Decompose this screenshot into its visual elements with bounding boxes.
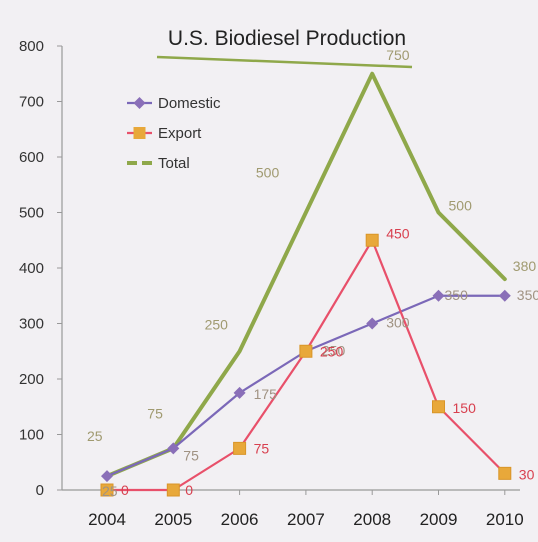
total-data-label: 25 [87, 428, 103, 444]
domestic-data-label: 25 [102, 483, 118, 499]
export-data-label: 75 [254, 440, 270, 456]
export-data-label: 0 [121, 482, 129, 498]
legend-label-export: Export [158, 125, 202, 142]
y-tick-label: 600 [19, 149, 44, 166]
axes: 0 100 200 300 400 500 600 700 800 2004 2005 2006 200… [19, 38, 524, 529]
y-tick-label: 800 [19, 38, 44, 55]
domestic-data-label: 75 [183, 447, 199, 463]
x-tick-label: 2008 [353, 510, 391, 529]
export-point [100, 483, 114, 497]
total-data-label: 750 [386, 47, 410, 63]
domestic-data-label: 350 [445, 287, 469, 303]
export-point [299, 344, 313, 358]
domestic-data-label: 300 [386, 315, 410, 331]
total-data-label: 500 [256, 165, 280, 181]
x-tick-label: 2010 [486, 510, 524, 529]
export-data-label: 0 [185, 482, 193, 498]
x-tick-label: 2004 [88, 510, 126, 529]
y-tick-label: 400 [19, 260, 44, 277]
domestic-data-label: 250 [322, 342, 346, 358]
export-data-label: 30 [519, 466, 535, 482]
y-tick-label: 0 [36, 482, 44, 499]
legend-swatch-marker [133, 97, 146, 109]
export-point [233, 441, 247, 455]
legend-swatch-marker [133, 127, 146, 139]
y-tick-label: 700 [19, 94, 44, 111]
x-tick-label: 2006 [221, 510, 259, 529]
total-data-label: 250 [205, 316, 229, 332]
x-tick-label: 2005 [154, 510, 192, 529]
total-data-label: 380 [513, 258, 537, 274]
domestic-point [101, 470, 113, 483]
title-underline [156, 55, 413, 69]
legend-label-total: Total [158, 155, 190, 172]
x-tick-label: 2009 [420, 510, 458, 529]
x-tick-label: 2007 [287, 510, 325, 529]
total-data-label: 500 [449, 198, 473, 214]
y-tick-label: 100 [19, 427, 44, 444]
y-tick-label: 300 [19, 316, 44, 333]
domestic-point [366, 317, 379, 330]
export-point [432, 400, 445, 414]
domestic-point [498, 289, 511, 302]
export-data-label: 150 [453, 400, 477, 416]
export-point [166, 483, 180, 497]
y-tick-label: 500 [19, 205, 44, 222]
y-tick-label: 200 [19, 371, 44, 388]
total-data-label: 75 [147, 405, 163, 421]
legend: Domestic Export Total [127, 95, 221, 172]
domestic-data-label: 175 [254, 386, 278, 402]
export-data-label: 450 [386, 225, 410, 241]
domestic-data-label: 350 [517, 287, 538, 303]
export-point [498, 466, 512, 480]
domestic-point [432, 289, 445, 302]
export-point [365, 233, 379, 247]
chart-title: U.S. Biodiesel Production [168, 27, 406, 50]
export-data-label: 250 [320, 343, 344, 359]
domestic-point [167, 442, 180, 455]
domestic-point [233, 386, 246, 399]
legend-label-domestic: Domestic [158, 95, 221, 112]
